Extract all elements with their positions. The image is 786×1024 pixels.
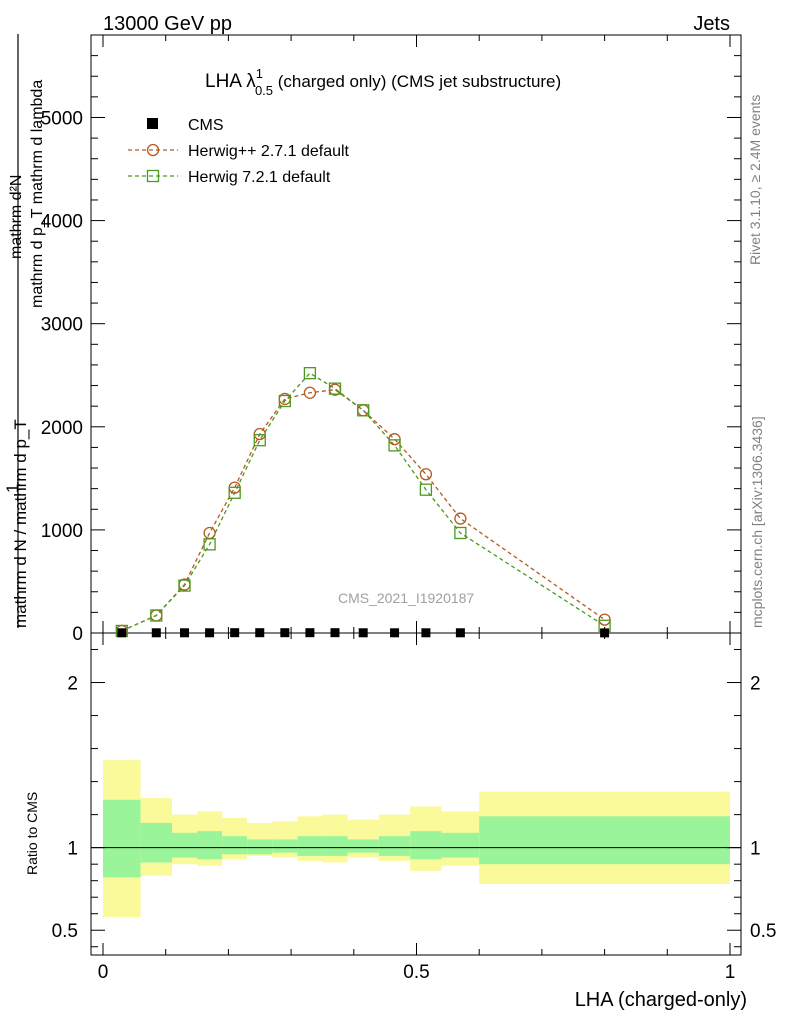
point-cms [421, 628, 431, 638]
ratio-stat-band [140, 822, 172, 863]
point-herwig7 [454, 526, 467, 540]
point-cms [600, 628, 610, 638]
legend-label-herwigpp: Herwig++ 2.7.1 default [188, 143, 350, 160]
x-tick-label: 0.5 [403, 962, 429, 983]
source-label: mcplots.cern.ch [arXiv:1306.3436] [749, 416, 765, 628]
point-herwigpp [357, 404, 370, 417]
ylabel-line3: mathrm d N / mathrm d p_T [11, 419, 30, 628]
series-line-herwigpp [121, 388, 605, 632]
point-herwig7 [357, 404, 370, 417]
series-line-herwig7 [121, 372, 605, 632]
point-cms [305, 628, 315, 638]
legend-marker-herwigpp [146, 143, 160, 157]
energy-label: 13000 GeV pp [103, 13, 232, 35]
ratio-stat-band [272, 839, 298, 853]
analysis-watermark: CMS_2021_I1920187 [338, 590, 474, 606]
y-tick-label: 0 [72, 624, 83, 645]
ratio-stat-band [479, 816, 730, 865]
ylabel-line1: mathrm d²N [8, 175, 25, 259]
point-herwigpp [388, 433, 401, 446]
point-cms [230, 628, 240, 638]
point-cms [358, 628, 368, 638]
point-cms [255, 628, 265, 638]
ratio-stat-band [171, 832, 198, 858]
y-tick-label: 3000 [41, 315, 83, 336]
plot-title-sup: 1 [256, 66, 263, 81]
ylabel-line2: mathrm d p_T mathrm d lambda [29, 80, 46, 308]
point-cms [390, 628, 400, 638]
point-herwigpp [419, 468, 433, 481]
point-herwig7 [228, 486, 241, 499]
series-layer [115, 367, 611, 638]
plot-title-main: LHA λ [205, 71, 256, 92]
ratio-y-tick-label: 1 [67, 839, 78, 860]
ratio-stat-band [222, 836, 248, 855]
point-herwig7 [278, 394, 291, 408]
point-cms [180, 628, 190, 638]
ratio-stat-band [103, 799, 141, 878]
point-cms [205, 628, 215, 638]
point-herwig7 [150, 609, 163, 622]
point-cms [455, 628, 465, 638]
point-herwigpp [598, 613, 611, 626]
ratio-y-tick-label: 0.5 [52, 921, 78, 942]
axis-ticks: 0 0.5 1 0 1000 2000 3000 4000 5000 0.5 0.5 1 1 2 2 [41, 34, 776, 983]
point-herwig7 [419, 483, 433, 496]
ratio-stat-band [297, 836, 323, 856]
ylabel-prefix: 1 [3, 484, 22, 493]
ratio-stat-band [410, 831, 442, 860]
plot-title-suffix: (charged only) (CMS jet substructure) [273, 72, 561, 91]
rivet-label: Rivet 3.1.10, ≥ 2.4M events [747, 95, 763, 265]
point-cms [330, 628, 340, 638]
y-tick-label: 5000 [41, 108, 83, 129]
point-herwig7 [303, 367, 317, 380]
legend: CMS Herwig++ 2.7.1 default Herwig 7.2.1 … [128, 117, 350, 186]
point-herwig7 [178, 579, 191, 592]
plot-title-sub: 0.5 [255, 83, 273, 98]
point-herwigpp [253, 427, 266, 441]
y-tick-label: 4000 [41, 212, 83, 233]
legend-label-herwig7: Herwig 7.2.1 default [188, 169, 331, 186]
ratio-stat-band [322, 836, 348, 856]
x-axis-label: LHA (charged-only) [575, 989, 747, 1011]
point-herwig7 [253, 434, 266, 447]
ratio-stat-band [247, 839, 273, 855]
y-tick-label: 1000 [41, 521, 83, 542]
ratio-stat-band [197, 831, 223, 860]
point-herwigpp [454, 512, 467, 525]
point-herwig7 [328, 382, 342, 395]
point-cms [117, 628, 127, 638]
point-cms [280, 628, 290, 638]
ratio-stat-band [441, 832, 480, 858]
legend-marker-cms [147, 118, 158, 129]
y-tick-label: 2000 [41, 418, 83, 439]
main-ylabel: mathrm d N / mathrm d p_T 1 mathrm d²N m… [3, 34, 46, 628]
point-herwigpp [303, 386, 317, 399]
legend-label-cms: CMS [188, 117, 224, 134]
point-herwig7 [388, 439, 401, 452]
category-label: Jets [693, 13, 730, 35]
point-herwig7 [203, 538, 216, 551]
ratio-stat-band [347, 839, 379, 853]
ratio-y-tick-label-right: 0.5 [750, 921, 776, 942]
ratio-bands [103, 760, 730, 918]
ratio-y-tick-label: 2 [67, 674, 78, 695]
x-tick-label: 0 [98, 962, 109, 983]
point-cms [151, 628, 161, 638]
legend-marker-herwig7 [146, 169, 160, 183]
ratio-stat-band [378, 836, 411, 856]
plot-title: LHA λ1 0.5 (charged only) (CMS jet substr… [205, 66, 561, 98]
ratio-y-tick-label-right: 1 [750, 839, 761, 860]
ratio-y-tick-label-right: 2 [750, 674, 761, 695]
x-tick-label: 1 [725, 962, 736, 983]
ratio-ylabel: Ratio to CMS [24, 792, 40, 875]
